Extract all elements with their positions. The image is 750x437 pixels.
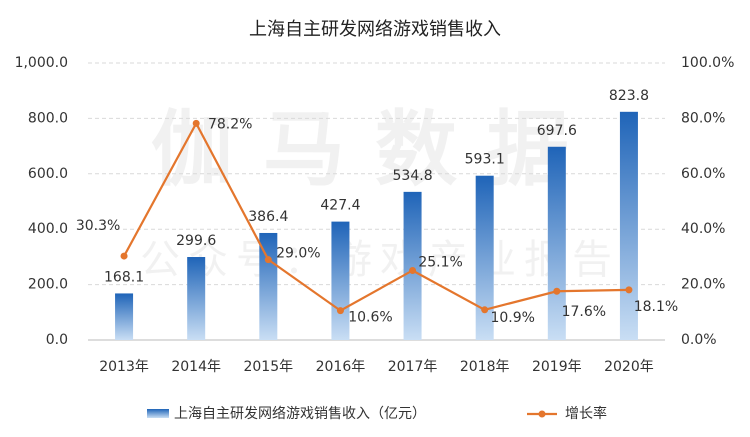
bar-value-label: 299.6 <box>176 233 216 249</box>
legend-swatch <box>147 409 169 418</box>
line-value-label: 10.6% <box>348 310 392 326</box>
x-tick-label: 2019年 <box>532 359 582 375</box>
y-tick-label: 0.0 <box>46 332 68 348</box>
bar-value-label: 823.8 <box>609 88 649 104</box>
y2-tick-label: 60.0% <box>681 166 725 182</box>
line-value-label: 30.3% <box>76 218 120 234</box>
line-value-label: 78.2% <box>208 116 252 132</box>
x-tick-label: 2014年 <box>171 359 221 375</box>
watermark: 伽马数据 <box>151 102 599 197</box>
y2-tick-label: 100.0% <box>681 55 734 71</box>
x-tick-label: 2013年 <box>99 359 149 375</box>
y2-tick-label: 20.0% <box>681 277 725 293</box>
legend-swatch <box>538 410 546 418</box>
line-value-label: 29.0% <box>276 246 320 262</box>
line-point <box>625 286 633 294</box>
line-point <box>481 306 489 314</box>
y-tick-label: 200.0 <box>28 277 68 293</box>
x-tick-label: 2017年 <box>388 359 438 375</box>
line-value-label: 17.6% <box>562 304 606 320</box>
x-tick-label: 2020年 <box>604 359 654 375</box>
x-tick-label: 2016年 <box>316 359 366 375</box>
y2-tick-label: 40.0% <box>681 221 725 237</box>
bar-value-label: 697.6 <box>537 123 577 139</box>
bar <box>475 175 494 340</box>
bar-value-label: 168.1 <box>104 269 144 285</box>
bar-value-label: 427.4 <box>320 198 360 214</box>
line <box>123 121 629 312</box>
line-point <box>553 287 561 295</box>
line-point <box>336 307 344 315</box>
y-tick-label: 1,000.0 <box>15 55 68 71</box>
line-point <box>409 266 417 274</box>
y2-tick-label: 80.0% <box>681 110 725 126</box>
bar-value-label: 593.1 <box>465 152 505 168</box>
legend-label: 增长率 <box>565 405 607 422</box>
bar-value-label: 386.4 <box>248 209 288 225</box>
x-tick-label: 2018年 <box>460 359 510 375</box>
chart-title: 上海自主研发网络游戏销售收入 <box>249 19 501 40</box>
bar <box>115 293 134 340</box>
legend-label: 上海自主研发网络游戏销售收入（亿元） <box>174 406 426 422</box>
bar <box>403 191 422 340</box>
bar <box>187 257 206 340</box>
bar <box>259 232 278 340</box>
line-value-label: 10.9% <box>490 310 534 326</box>
bar <box>331 221 350 340</box>
line-value-label: 18.1% <box>634 299 678 315</box>
bar-value-label: 534.8 <box>393 168 433 184</box>
y-tick-label: 400.0 <box>28 221 68 237</box>
x-tick-label: 2015年 <box>243 359 293 375</box>
y-tick-label: 800.0 <box>28 110 68 126</box>
line-point <box>120 252 128 260</box>
y2-tick-label: 0.0% <box>681 332 717 348</box>
line-point <box>264 256 272 264</box>
bar <box>619 111 638 340</box>
line-point <box>192 119 200 127</box>
y-tick-label: 600.0 <box>28 166 68 182</box>
line-value-label: 25.1% <box>418 254 462 270</box>
watermark: 公众号：游戏产业报告 <box>140 237 620 283</box>
